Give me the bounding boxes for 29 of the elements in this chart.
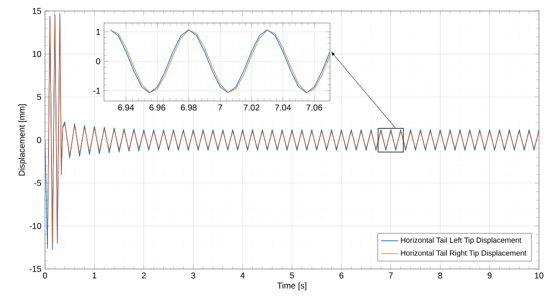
y-tick-label: -5 [34, 180, 42, 186]
x-tick-label: 6.96 [150, 104, 166, 111]
y-tick-label: -15 [30, 266, 42, 272]
y-tick-label: 1 [96, 28, 100, 35]
x-tick-label: 6 [339, 272, 344, 279]
y-tick-label: -10 [30, 223, 42, 229]
x-tick-label: 5 [290, 272, 294, 278]
x-tick-label: 9 [488, 272, 492, 279]
y-tick-label: 15 [32, 8, 42, 14]
y-tick-label: -1 [93, 88, 100, 94]
x-tick-label: 2 [142, 272, 146, 278]
x-axis-title: Time [s] [277, 282, 306, 290]
y-tick-label: 5 [37, 94, 42, 100]
x-tick-label: 4 [240, 272, 245, 278]
y-axis-title: Displacement [mm] [18, 104, 26, 176]
x-tick-label: 7.06 [306, 104, 322, 111]
x-tick-label: 6.98 [180, 104, 197, 111]
x-tick-label: 0 [42, 272, 48, 279]
x-tick-label: 10 [534, 272, 544, 279]
y-tick-label: 0 [37, 137, 42, 143]
x-tick-label: 8 [438, 272, 442, 279]
x-tick-label: 7 [218, 104, 222, 110]
y-tick-label: 10 [32, 51, 42, 57]
y-tick-label: 0 [96, 58, 100, 64]
x-tick-label: 7.02 [244, 104, 260, 111]
x-tick-label: 7.04 [275, 104, 291, 111]
x-tick-label: 6.94 [118, 104, 134, 111]
x-tick-label: 3 [191, 272, 196, 279]
x-tick-label: 7 [388, 272, 393, 278]
